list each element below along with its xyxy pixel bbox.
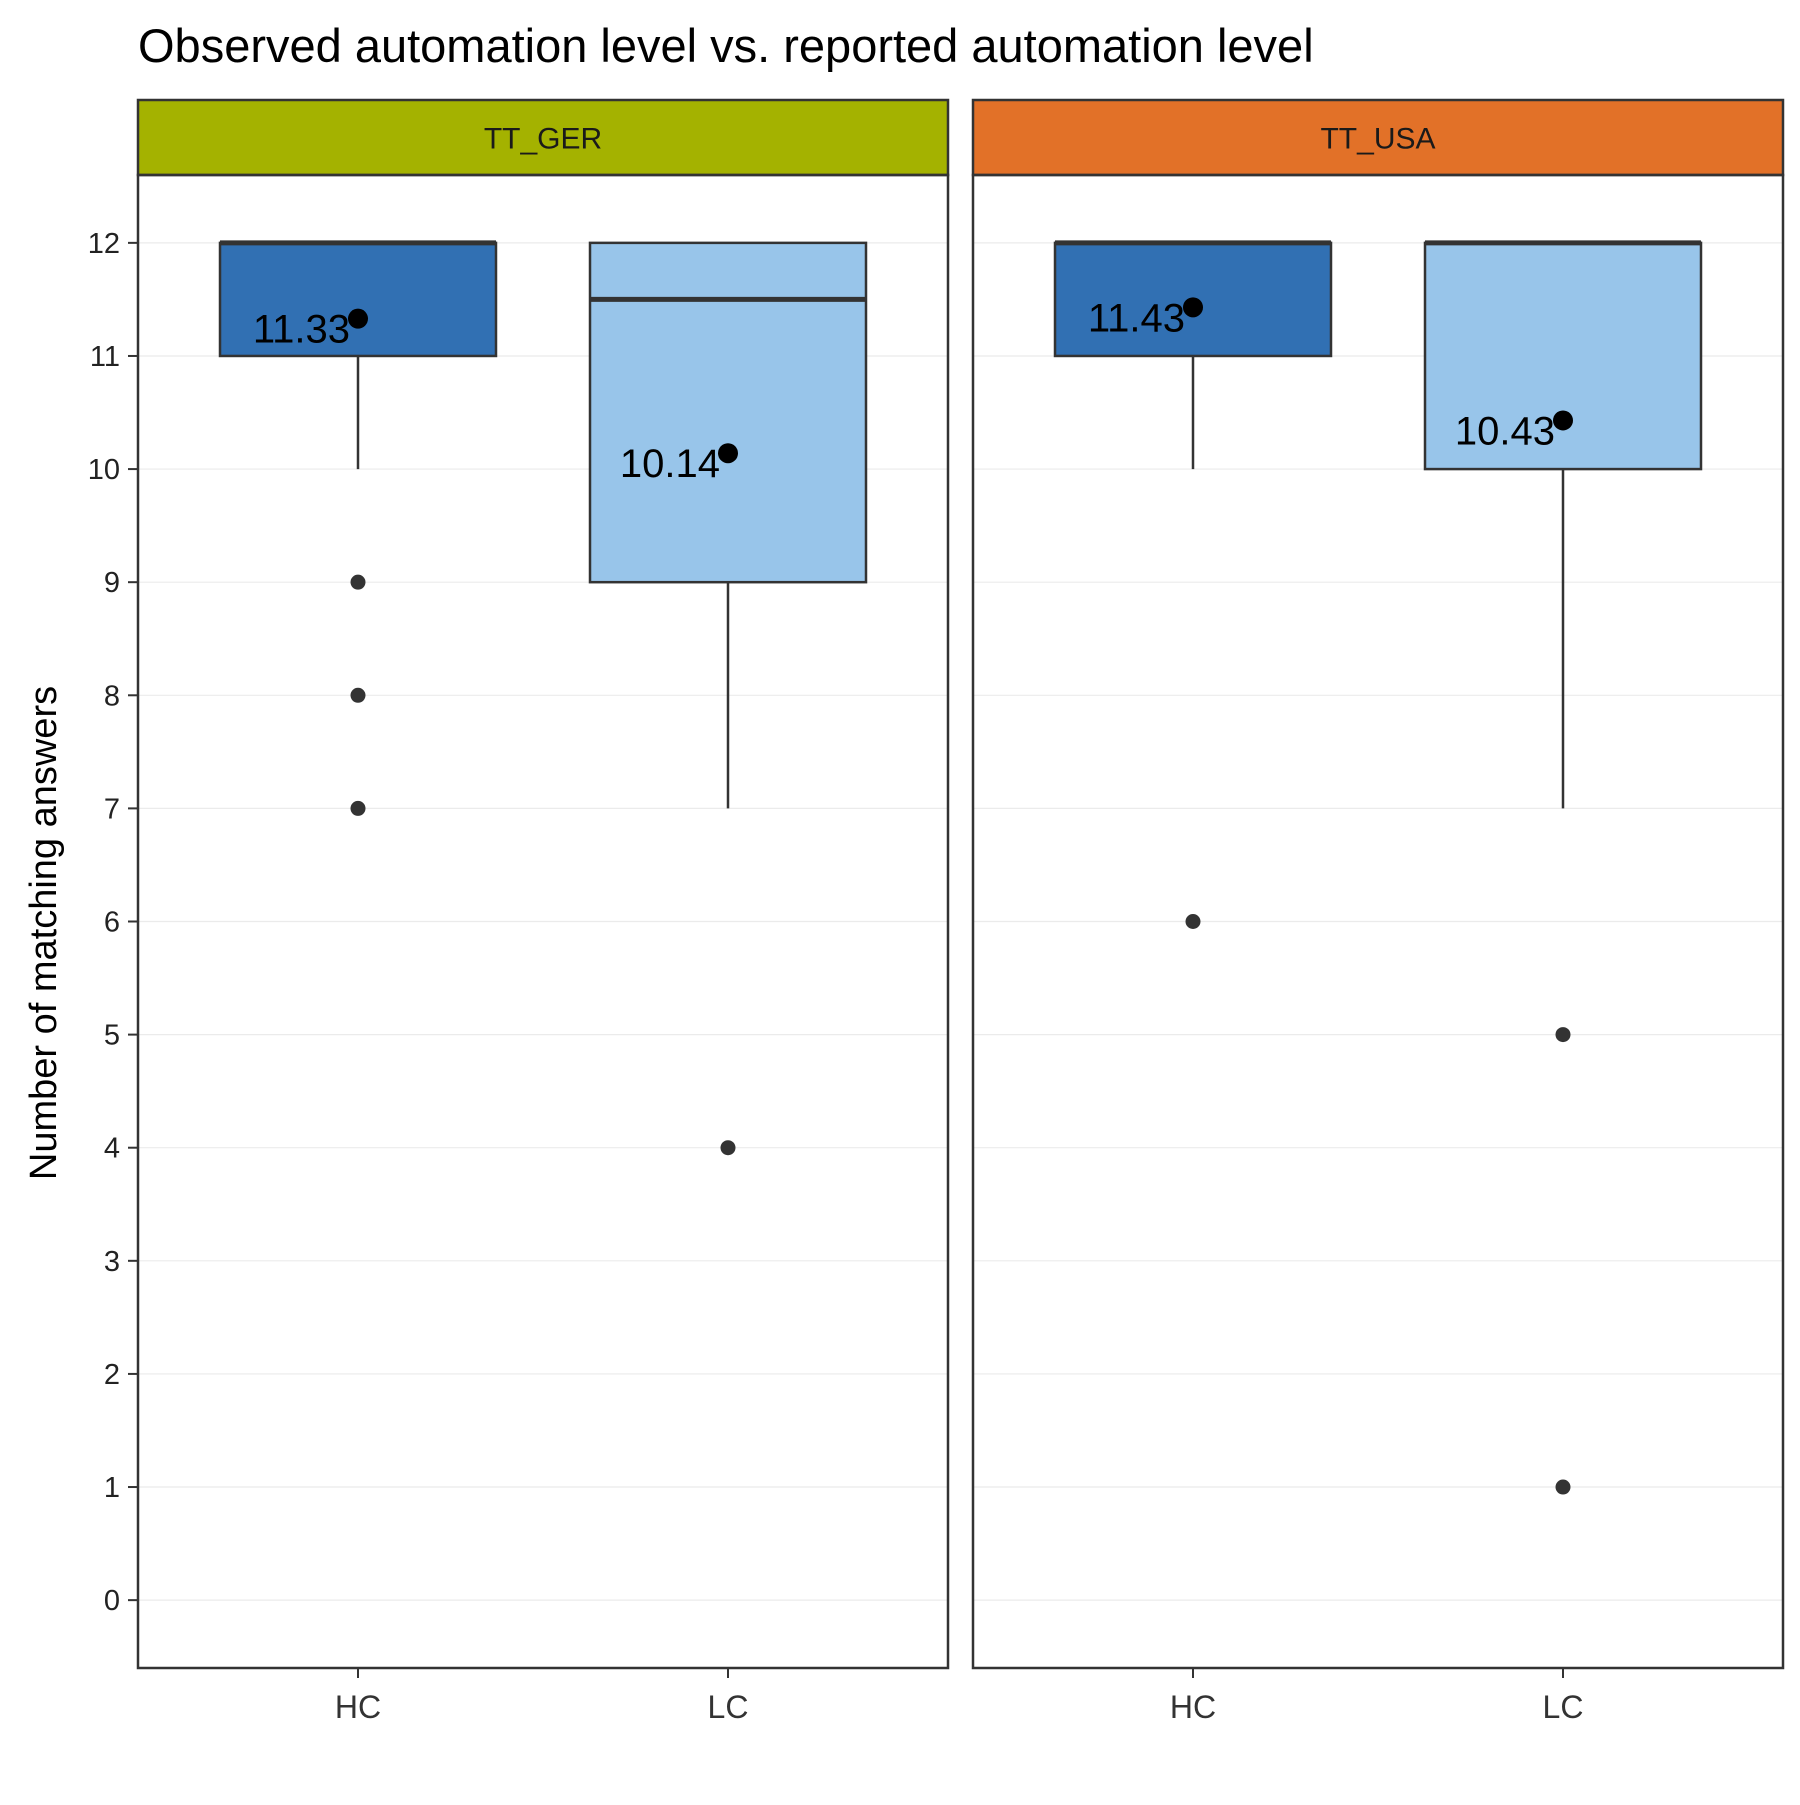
mean-label: 10.14 — [620, 442, 720, 486]
mean-point — [718, 443, 738, 464]
mean-label: 11.43 — [1088, 296, 1185, 340]
y-tick-label: 9 — [104, 567, 120, 599]
y-tick-label: 8 — [104, 680, 120, 712]
y-tick-label: 7 — [104, 793, 120, 825]
outlier-point — [1555, 1027, 1571, 1043]
y-tick-label: 4 — [104, 1133, 120, 1165]
box-lc: 10.14 — [588, 241, 868, 1156]
chart-title: Observed automation level vs. reported a… — [138, 19, 1314, 72]
mean-label: 10.43 — [1455, 409, 1555, 453]
y-tick-label: 5 — [104, 1020, 120, 1052]
outlier-point — [350, 574, 366, 590]
x-tick-label: LC — [708, 1689, 749, 1725]
y-tick-label: 10 — [88, 454, 120, 486]
box-body — [588, 241, 868, 584]
box-body — [218, 241, 498, 358]
x-tick-label: HC — [335, 1689, 381, 1725]
box-hc: 11.33 — [218, 240, 498, 816]
y-tick-label: 12 — [88, 228, 120, 260]
box-hc: 11.43 — [1053, 240, 1333, 929]
facet-strip-label: TT_GER — [484, 123, 602, 156]
x-tick-label: HC — [1170, 1689, 1216, 1725]
facet-panel-tt-usa: TT_USA 11.43 HC 10.43 LC — [971, 98, 1785, 1725]
box-lc: 10.43 — [1423, 240, 1703, 1495]
mean-point — [348, 308, 368, 329]
outlier-point — [720, 1140, 736, 1156]
y-tick-label: 11 — [90, 341, 120, 373]
y-tick-label: 6 — [104, 907, 120, 939]
y-tick-label: 3 — [104, 1246, 120, 1278]
mean-label: 11.33 — [253, 308, 350, 352]
y-tick-label: 1 — [104, 1472, 120, 1504]
y-tick-label: 0 — [104, 1585, 120, 1617]
mean-point — [1553, 410, 1573, 431]
outlier-point — [350, 800, 366, 816]
plot-area: TT_GER 11.33 HC 10.14 LC TT_USA 11.43 HC 10.43 LC… — [88, 98, 1785, 1725]
outlier-point — [1555, 1479, 1571, 1495]
outlier-point — [1185, 914, 1201, 929]
y-tick-label: 2 — [104, 1359, 120, 1391]
y-axis-label: Number of matching answers — [23, 686, 65, 1180]
panel-border — [971, 173, 1785, 1670]
facet-panel-tt-ger: TT_GER 11.33 HC 10.14 LC — [136, 98, 950, 1725]
mean-point — [1183, 297, 1203, 318]
outlier-point — [350, 687, 366, 703]
facet-strip-label: TT_USA — [1320, 123, 1435, 156]
box-body — [1423, 241, 1703, 471]
x-tick-label: LC — [1543, 1689, 1584, 1725]
